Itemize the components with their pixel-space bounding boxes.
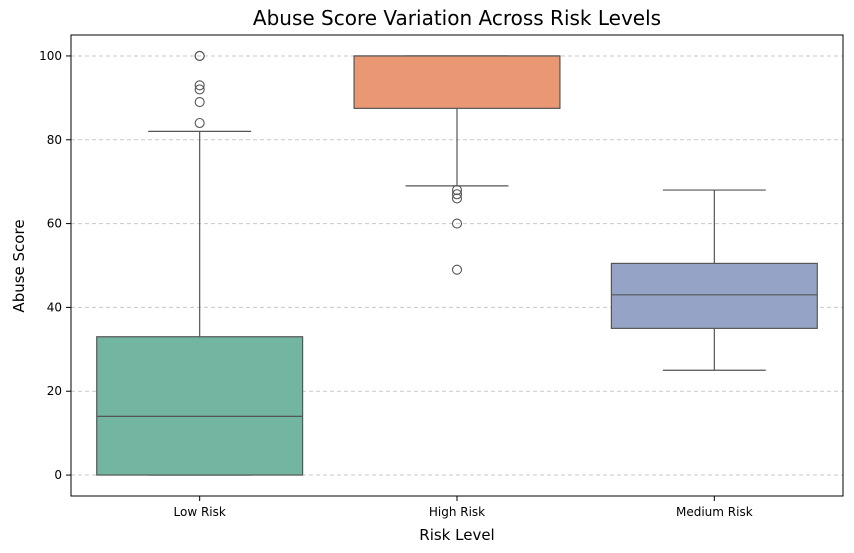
box-group xyxy=(353,55,561,275)
y-tick-label: 40 xyxy=(47,300,62,314)
outlier-point xyxy=(194,80,205,91)
x-tick-label: Medium Risk xyxy=(676,505,753,519)
box-group xyxy=(96,50,304,476)
x-axis-label: Risk Level xyxy=(419,526,494,544)
x-tick-label: High Risk xyxy=(429,505,485,519)
outlier-point xyxy=(451,218,463,229)
box-series xyxy=(96,50,818,476)
y-axis-label: Abuse Score xyxy=(10,219,28,312)
y-tick-label: 20 xyxy=(47,384,62,398)
box-iqr xyxy=(353,55,561,109)
chart-title: Abuse Score Variation Across Risk Levels xyxy=(253,6,661,30)
outlier-point xyxy=(451,185,463,196)
y-tick-label: 60 xyxy=(47,217,62,231)
outlier-point xyxy=(194,84,205,95)
y-axis-ticks: 0 20 40 60 80 100 xyxy=(39,49,71,482)
outlier-point xyxy=(194,50,205,62)
outlier-point xyxy=(194,117,205,129)
y-tick-label: 80 xyxy=(47,133,62,147)
box-group xyxy=(610,189,818,371)
outlier-point xyxy=(451,189,463,200)
y-tick-label: 100 xyxy=(39,49,62,63)
y-tick-label: 0 xyxy=(54,468,62,482)
x-tick-label: Low Risk xyxy=(174,505,226,519)
outlier-point xyxy=(451,193,463,204)
box-iqr xyxy=(610,262,818,329)
outlier-point xyxy=(194,97,205,108)
x-axis-ticks: Low Risk High Risk Medium Risk xyxy=(174,496,753,519)
box-iqr xyxy=(96,336,304,476)
outlier-point xyxy=(451,264,463,275)
